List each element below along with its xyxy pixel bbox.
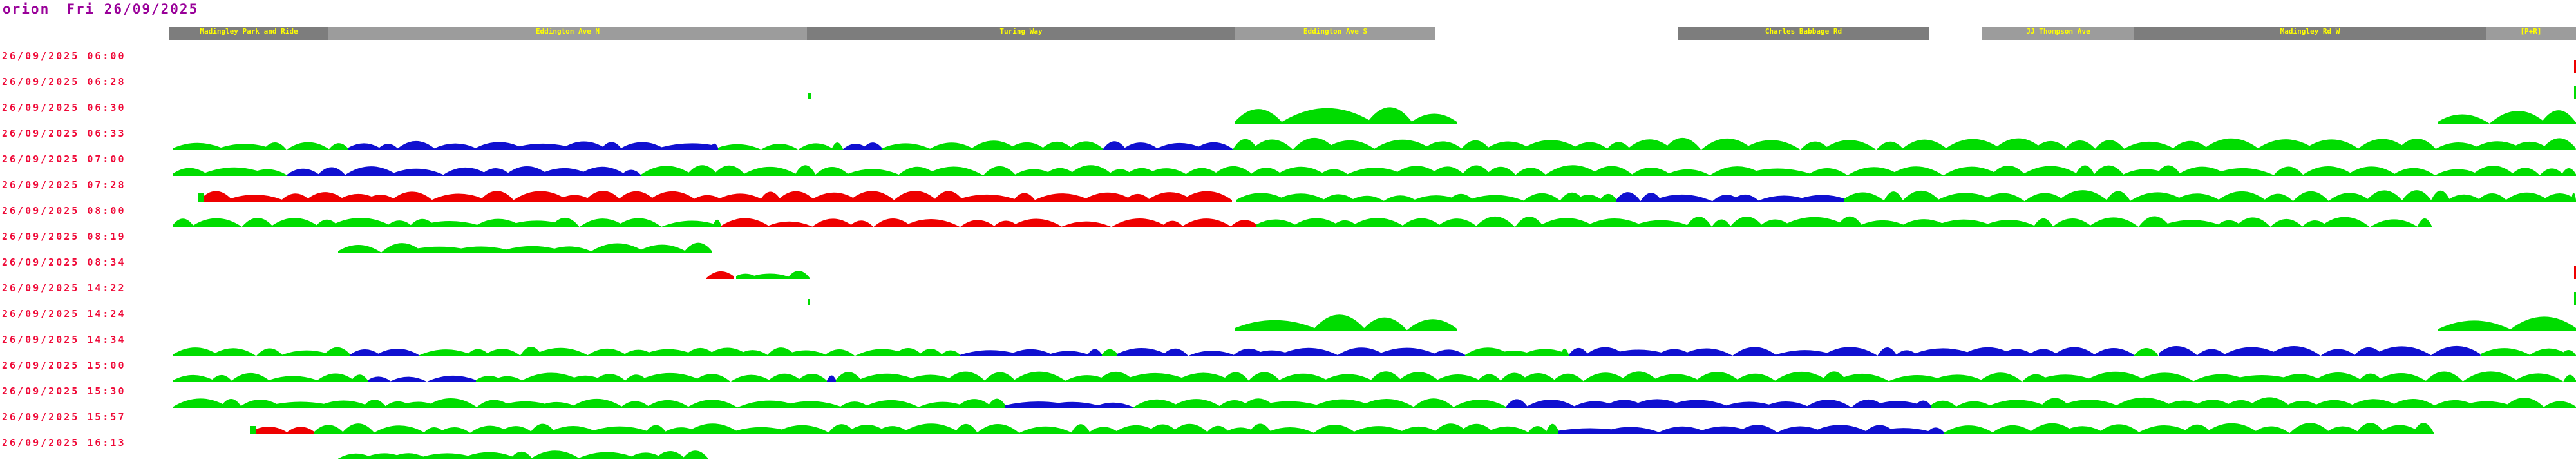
speed-segment-fast_green	[173, 142, 348, 150]
row-timestamp: 26/09/2025 06:28	[2, 76, 126, 88]
speed-segment-fast_green	[173, 347, 350, 356]
speed-segment-fast_green	[1944, 423, 2434, 434]
speed-band-row	[173, 371, 2576, 382]
row-timestamp: 26/09/2025 06:33	[2, 128, 126, 139]
speed-segment-slow_red	[706, 271, 734, 279]
row-timestamp: 26/09/2025 15:57	[2, 411, 126, 423]
speed-segment-medium_blue	[1616, 192, 1844, 202]
speed-segment-fast_green	[1465, 347, 1569, 356]
speed-segment-medium_blue	[1506, 399, 1931, 408]
speed-band-row	[1235, 314, 2576, 331]
speed-band-row	[173, 397, 2576, 408]
speed-segment-fast_green	[1235, 314, 1457, 331]
speed-band-row	[198, 190, 2576, 202]
row-timestamp: 26/09/2025 08:00	[2, 205, 126, 217]
speed-band-row	[338, 242, 712, 253]
speed-band-row	[808, 86, 2576, 99]
speed-segment-medium_blue	[1569, 347, 2134, 356]
speed-segment-fast_green	[1233, 137, 2576, 150]
speed-segment-fast_green	[2438, 316, 2576, 331]
row-timestamp: 26/09/2025 14:24	[2, 308, 126, 320]
route-segment--p-r-: [P+R]	[2486, 27, 2576, 40]
speed-segment-medium_blue	[827, 375, 836, 382]
speed-segment-fast_green	[882, 140, 1103, 150]
speed-segment-fast_green	[1235, 107, 1457, 124]
speed-segment-fast_green	[1931, 397, 2576, 408]
speed-segment-medium_blue	[1103, 141, 1233, 150]
speed-segment-medium_blue	[960, 349, 1102, 356]
speed-segment-slow_red	[204, 191, 1232, 202]
route-segment-turing-way: Turing Way	[807, 27, 1235, 40]
speed-segment-fast_green	[173, 167, 287, 176]
speed-segment-fast_green	[1102, 349, 1117, 356]
row-timestamp: 26/09/2025 06:00	[2, 50, 126, 62]
speed-segment-fast_green	[718, 142, 843, 150]
speed-segment-fast_green	[2481, 348, 2576, 356]
speed-band-row	[2574, 60, 2576, 73]
speed-band-row	[338, 450, 708, 459]
speed-segment-fast_green	[198, 193, 204, 202]
speed-segment-fast_green	[1844, 190, 2576, 202]
row-timestamp: 26/09/2025 07:28	[2, 179, 126, 191]
speed-band-row	[173, 137, 2576, 150]
speed-segment-fast_green	[173, 398, 1005, 408]
row-timestamp: 26/09/2025 14:34	[2, 334, 126, 345]
speed-segment-slow_red	[256, 427, 314, 434]
speed-segment-fast_green	[2438, 110, 2576, 124]
speed-segment-medium_blue	[350, 349, 419, 356]
speed-segment-medium_blue	[1005, 401, 1133, 408]
speed-band-row	[173, 345, 2576, 356]
speed-band-row	[250, 423, 2434, 434]
speed-band-row	[706, 266, 2576, 279]
speed-segment-medium_blue	[2159, 345, 2481, 356]
speed-segment-fast_green	[1133, 398, 1506, 408]
row-timestamp: 26/09/2025 06:30	[2, 102, 126, 113]
speed-segment-slow_red	[721, 218, 1256, 227]
row-timestamp: 26/09/2025 15:30	[2, 385, 126, 397]
row-timestamp: 26/09/2025 16:13	[2, 437, 126, 449]
speed-segment-fast_green	[808, 93, 811, 99]
speed-segment-fast_green	[641, 165, 2576, 176]
speed-segment-fast_green	[1236, 192, 1616, 202]
speed-segment-fast_green	[836, 371, 2576, 382]
speed-band-row	[808, 292, 2576, 305]
speed-segment-medium_blue	[348, 140, 718, 150]
speed-segment-fast_green	[2134, 347, 2159, 356]
speed-segment-fast_green	[314, 423, 1558, 434]
speed-segment-medium_blue	[287, 166, 641, 176]
row-timestamp: 26/09/2025 15:00	[2, 360, 126, 371]
speed-band-row	[1235, 107, 2576, 124]
app-name: orion	[3, 1, 50, 17]
speed-segment-fast_green	[173, 217, 721, 227]
speed-segment-fast_green	[476, 372, 827, 382]
row-timestamp: 26/09/2025 07:00	[2, 153, 126, 165]
speed-segment-fast_green	[419, 346, 960, 356]
route-segment-jj-thompson-ave: JJ Thompson Ave	[1982, 27, 2134, 40]
speed-segment-fast_green	[1256, 216, 2432, 227]
speed-segment-fast_green	[338, 450, 708, 459]
speed-segment-medium_blue	[1558, 425, 1944, 434]
row-timestamp: 26/09/2025 08:34	[2, 256, 126, 268]
speed-band-row	[173, 165, 2576, 176]
speed-segment-fast_green	[808, 299, 810, 305]
route-segment-eddington-ave-n: Eddington Ave N	[328, 27, 807, 40]
speed-segment-medium_blue	[1117, 347, 1465, 356]
row-timestamp: 26/09/2025 14:22	[2, 282, 126, 294]
route-segment-madingley-rd-w: Madingley Rd W	[2134, 27, 2486, 40]
speed-segment-medium_blue	[843, 142, 882, 150]
route-segment-eddington-ave-s: Eddington Ave S	[1235, 27, 1435, 40]
route-segment-madingley-park-and-ride: Madingley Park and Ride	[169, 27, 328, 40]
route-segment-charles-babbage-rd: Charles Babbage Rd	[1678, 27, 1929, 40]
speed-segment-medium_blue	[368, 375, 476, 382]
speed-segment-fast_green	[736, 271, 810, 279]
speed-segment-fast_green	[338, 242, 712, 253]
speed-band-row	[173, 216, 2432, 227]
speed-segment-fast_green	[173, 372, 368, 382]
report-date: Fri 26/09/2025	[66, 1, 199, 17]
speed-segment-fast_green	[250, 426, 256, 434]
page-title: orion Fri 26/09/2025	[3, 1, 198, 17]
row-timestamp: 26/09/2025 08:19	[2, 231, 126, 242]
